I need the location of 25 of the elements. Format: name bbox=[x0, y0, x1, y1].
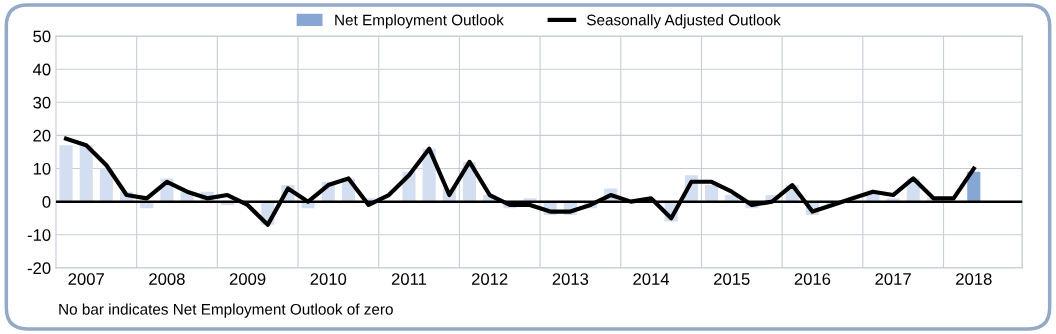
y-tick-label: 30 bbox=[33, 96, 51, 109]
x-tick-label: 2014 bbox=[633, 273, 670, 285]
y-tick-label: 0 bbox=[42, 196, 51, 208]
bar bbox=[59, 145, 73, 202]
legend-label: Net Employment Outlook bbox=[335, 14, 504, 29]
legend-label: Seasonally Adjusted Outlook bbox=[587, 14, 781, 29]
x-tick-label: 2011 bbox=[391, 273, 427, 285]
x-tick-label: 2013 bbox=[552, 273, 589, 285]
x-tick-label: 2012 bbox=[471, 273, 508, 285]
y-tick-label: -10 bbox=[27, 229, 51, 241]
y-tick-label: 50 bbox=[33, 30, 51, 43]
y-tick-label: 40 bbox=[32, 63, 51, 76]
y-tick-label: -20 bbox=[27, 262, 51, 275]
y-tick-label: 10 bbox=[33, 162, 51, 175]
x-tick-label: 2008 bbox=[149, 273, 185, 285]
x-tick-label: 2015 bbox=[714, 273, 750, 285]
x-tick-label: 2016 bbox=[794, 273, 831, 285]
x-tick-label: 2018 bbox=[956, 273, 992, 285]
y-tick-label: 20 bbox=[33, 129, 51, 142]
x-tick-label: 2010 bbox=[310, 273, 347, 285]
text: No bar indicates Net Employment Outlook of zero bbox=[59, 303, 393, 318]
x-tick-label: 2017 bbox=[875, 273, 911, 285]
x-tick-label: 2007 bbox=[68, 273, 104, 285]
bar bbox=[79, 145, 93, 202]
x-tick-label: 2009 bbox=[229, 273, 266, 285]
